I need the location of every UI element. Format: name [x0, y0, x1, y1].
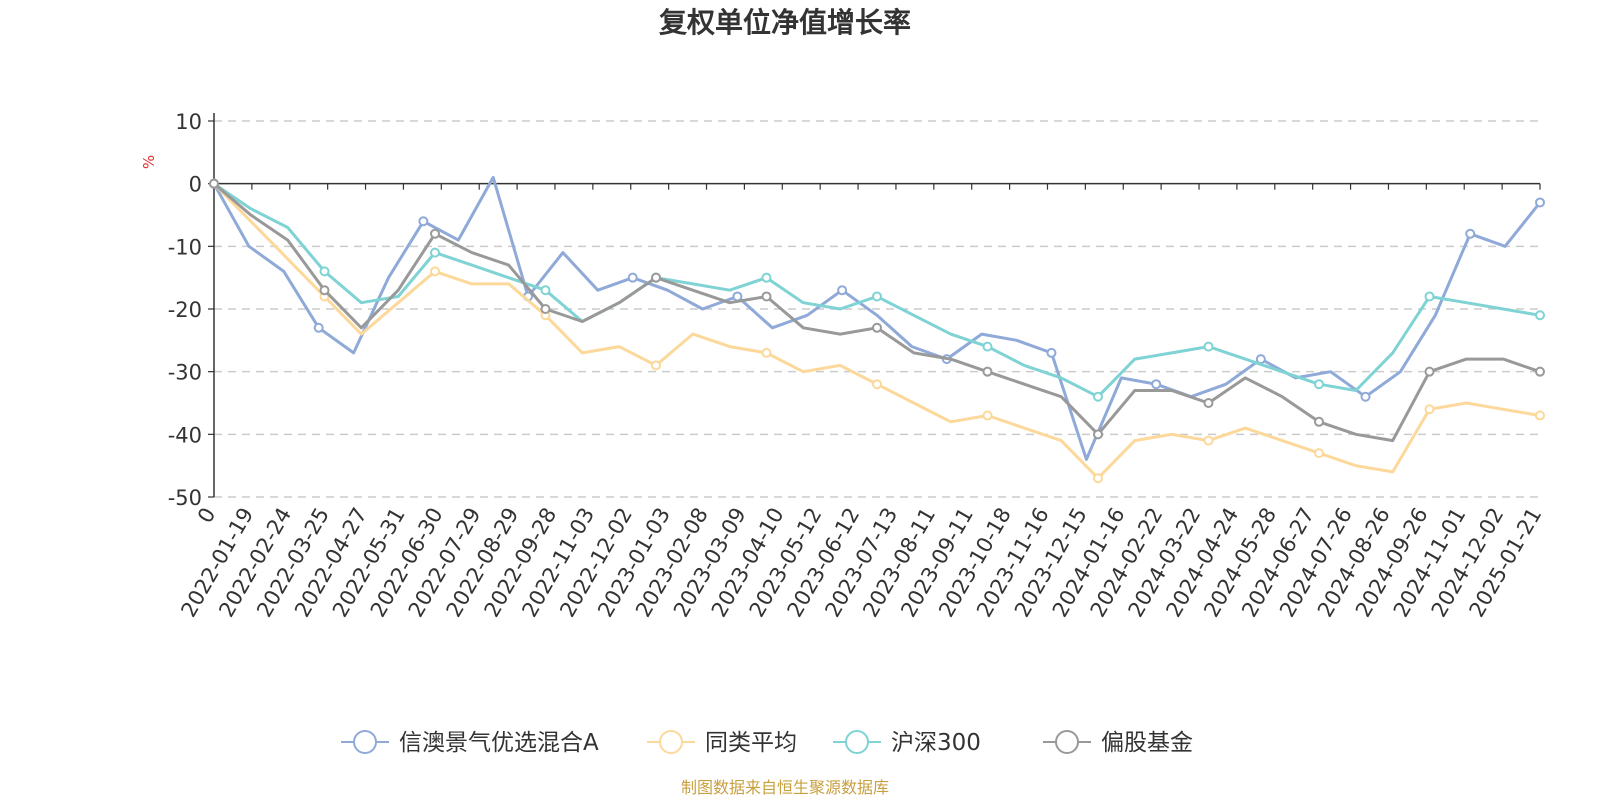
- legend-label: 信澳景气优选混合A: [399, 730, 599, 756]
- legend-label: 沪深300: [891, 730, 981, 756]
- series-lines: [209, 175, 1545, 484]
- y-tick-label: 10: [175, 110, 202, 134]
- series-point: [1535, 410, 1545, 421]
- series-point: [761, 272, 772, 283]
- series-point: [651, 272, 661, 283]
- legend-marker-circle: [845, 730, 869, 754]
- series-point: [732, 291, 743, 302]
- x-tick-label: 0: [193, 504, 220, 528]
- series-point: [982, 410, 993, 421]
- y-tick-label: 0: [189, 173, 202, 197]
- legend-label: 同类平均: [705, 730, 797, 756]
- series-point: [540, 304, 551, 314]
- series-point: [1203, 341, 1214, 352]
- series-point: [627, 272, 638, 283]
- series-point: [1424, 291, 1435, 302]
- series-point: [872, 291, 882, 302]
- series-point: [1046, 347, 1057, 358]
- legend-item[interactable]: 偏股基金: [1043, 730, 1193, 756]
- legend: 信澳景气优选混合A 同类平均 沪深300 偏股基金: [341, 730, 1193, 756]
- series-point: [1093, 473, 1103, 484]
- series-point: [1535, 310, 1545, 321]
- series-point: [540, 285, 551, 296]
- series-point: [837, 285, 848, 296]
- series-point: [1314, 379, 1324, 390]
- series-point: [761, 347, 772, 358]
- series-point: [1203, 398, 1214, 408]
- series-group: [209, 178, 1545, 443]
- series-group: [209, 175, 1545, 461]
- legend-item[interactable]: 同类平均: [647, 730, 797, 756]
- y-axis-unit-label: %: [140, 155, 158, 169]
- series-point: [1360, 391, 1371, 402]
- x-axis: 02022-01-192022-02-242022-03-252022-04-2…: [176, 182, 1546, 621]
- y-axis: 10 0 -10 -20 -30 -40 -50: [168, 110, 215, 510]
- series-point: [982, 366, 993, 377]
- series-point: [209, 178, 219, 189]
- series-point: [430, 228, 440, 239]
- series-line: [213, 182, 1541, 443]
- series-point: [872, 379, 882, 390]
- series-point: [872, 322, 882, 333]
- legend-marker-circle: [353, 730, 377, 754]
- data-source-footer: 制图数据来自恒生聚源数据库: [681, 778, 889, 797]
- series-point: [651, 360, 661, 371]
- series-point: [1151, 379, 1162, 390]
- series-point: [418, 216, 429, 227]
- series-point: [1093, 391, 1103, 402]
- chart-title: 复权单位净值增长率: [659, 6, 911, 38]
- series-point: [430, 247, 440, 258]
- y-tick-label: -30: [168, 361, 202, 385]
- y-tick-label: -20: [168, 298, 202, 322]
- series-point: [1535, 366, 1545, 377]
- series-point: [1424, 404, 1435, 415]
- series-point: [1535, 197, 1545, 208]
- series-point: [1314, 448, 1324, 459]
- series-point: [1424, 366, 1435, 377]
- series-point: [761, 291, 772, 302]
- series-point: [319, 285, 330, 296]
- series-point: [1314, 416, 1324, 427]
- series-point: [982, 341, 993, 352]
- series-point: [1093, 429, 1103, 440]
- y-tick-label: -10: [168, 235, 202, 259]
- legend-item[interactable]: 沪深300: [833, 730, 981, 756]
- series-point: [430, 266, 440, 277]
- y-tick-label: -40: [168, 423, 202, 447]
- y-tick-label: -50: [168, 486, 202, 510]
- series-group: [209, 178, 1545, 402]
- series-point: [319, 266, 330, 277]
- legend-item[interactable]: 信澳景气优选混合A: [341, 730, 599, 756]
- series-point: [313, 322, 324, 333]
- series-point: [1465, 228, 1476, 239]
- gridlines: [214, 120, 1540, 498]
- legend-marker-circle: [659, 730, 683, 754]
- legend-label: 偏股基金: [1101, 730, 1193, 756]
- legend-marker-circle: [1055, 730, 1079, 754]
- series-line: [212, 175, 1542, 461]
- series-point: [1203, 435, 1214, 446]
